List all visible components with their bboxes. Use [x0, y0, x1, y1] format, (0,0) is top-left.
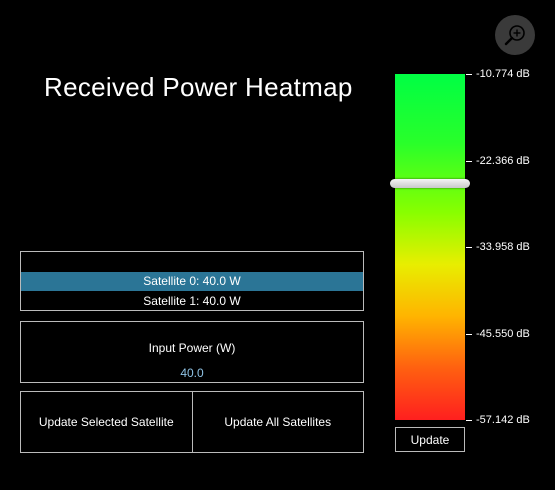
colorbar-slider-handle[interactable] — [390, 179, 470, 188]
zoom-button[interactable] — [495, 15, 535, 55]
colorbar-update-button[interactable]: Update — [395, 427, 465, 452]
satellite-list-item-0[interactable]: Satellite 0: 40.0 W — [21, 272, 363, 291]
update-selected-satellite-button[interactable]: Update Selected Satellite — [21, 392, 192, 452]
update-all-satellites-button[interactable]: Update All Satellites — [192, 392, 364, 452]
satellite-list[interactable]: Satellite 0: 40.0 W Satellite 1: 40.0 W — [20, 251, 364, 311]
input-power-field[interactable] — [21, 365, 363, 381]
colorbar-tick-mark — [466, 247, 472, 248]
colorbar-tick-label: -57.142 dB — [476, 413, 530, 427]
colorbar-tick-label: -10.774 dB — [476, 67, 530, 81]
colorbar-tick-label: -33.958 dB — [476, 240, 530, 254]
page-title: Received Power Heatmap — [44, 72, 374, 103]
colorbar-tick-label: -22.366 dB — [476, 154, 530, 168]
colorbar-tick-mark — [466, 161, 472, 162]
colorbar-tick-mark — [466, 420, 472, 421]
satellite-list-item-1[interactable]: Satellite 1: 40.0 W — [21, 292, 363, 311]
satellite-list-item-empty[interactable] — [21, 252, 363, 271]
input-power-panel: Input Power (W) — [20, 321, 364, 383]
colorbar-tick-mark — [466, 334, 472, 335]
action-button-row: Update Selected Satellite Update All Sat… — [20, 391, 364, 453]
input-power-label: Input Power (W) — [21, 341, 363, 355]
colorbar-tick-mark — [466, 74, 472, 75]
zoom-in-icon — [503, 23, 527, 47]
colorbar-tick-label: -45.550 dB — [476, 327, 530, 341]
colorbar — [395, 74, 465, 420]
